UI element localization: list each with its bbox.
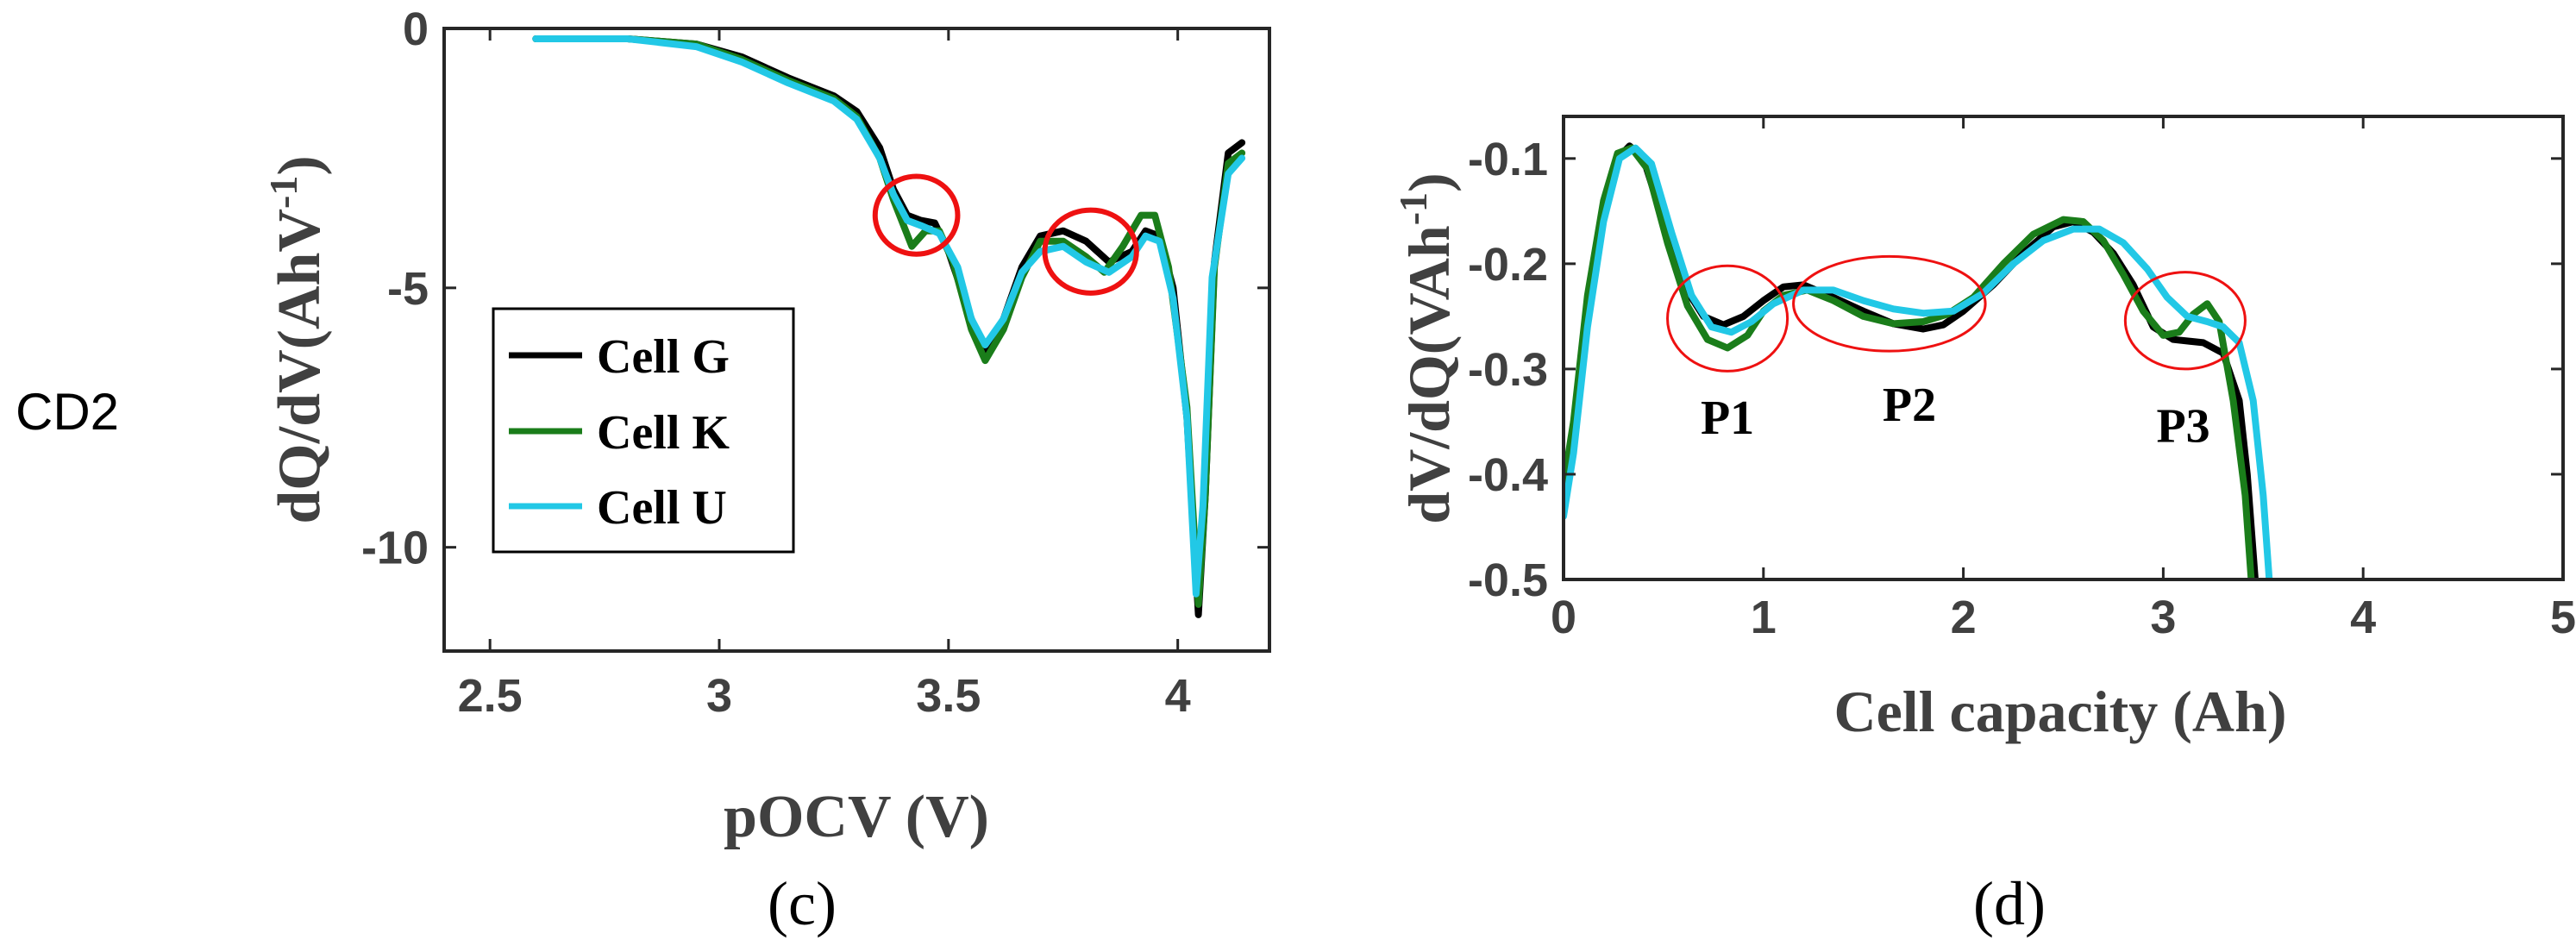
chart-d-annotations: P1 P2 P3 (1666, 254, 2247, 454)
chart-d-y-tick-label: -0.1 (1468, 134, 1548, 185)
chart-c-y-tick-label: -10 (361, 523, 429, 574)
chart-c-annotation-circle-2 (1042, 207, 1139, 296)
chart-c-y-axis-title-close: ) (266, 155, 333, 175)
chart-c-x-tick-label: 2.5 (458, 670, 523, 722)
chart-c-y-tick-label: 0 (403, 3, 429, 55)
chart-d-y-tick-label: -0.2 (1468, 239, 1548, 291)
row-label: CD2 (16, 383, 119, 441)
chart-d-ticks: 0 1 2 3 4 5 -0.1 -0.2 -0.3 -0.4 -0.5 (1468, 116, 2576, 643)
chart-c-y-tick-label: -5 (387, 263, 429, 315)
chart-panel-d: P1 P2 P3 0 1 2 3 4 5 -0.1 -0.2 -0.3 -0.4 -0.5 Cell c… (1391, 115, 2576, 938)
chart-c-y-axis-title: dQ/dV(AhV-1) (261, 155, 333, 523)
chart-c-x-axis-title: pOCV (V) (724, 784, 989, 850)
chart-c-legend: Cell G Cell K Cell U (492, 307, 795, 554)
chart-d-annotation-p3 (2123, 271, 2247, 371)
chart-d-plot-frame (1562, 115, 2565, 581)
chart-d-y-tick-label: -0.5 (1468, 554, 1548, 606)
chart-c-x-tick-label: 3 (706, 670, 732, 722)
chart-d-peak-label-p1: P1 (1701, 391, 1754, 445)
chart-c-plot-frame (442, 27, 1271, 653)
chart-c-annotation-circle-1 (872, 173, 961, 257)
panel-label-d: (d) (1973, 869, 2046, 938)
chart-d-x-tick-label: 4 (2350, 592, 2376, 643)
chart-d-x-tick-label: 5 (2550, 592, 2576, 643)
legend-label-cell-g: Cell G (597, 330, 730, 384)
chart-d-annotation-p2 (1792, 254, 1987, 353)
chart-c-series-cell-u (532, 35, 1246, 598)
chart-d-peak-label-p2: P2 (1883, 379, 1936, 432)
chart-d-y-axis-title-main: dV/dQ(VAh (1396, 225, 1462, 523)
chart-d-y-tick-label: -0.3 (1468, 344, 1548, 396)
chart-d-annotation-p1 (1666, 264, 1789, 373)
chart-c-annotations (872, 173, 1139, 296)
chart-d-x-axis-title: Cell capacity (Ah) (1833, 679, 2286, 744)
chart-c-axes (442, 27, 1271, 653)
chart-d-x-tick-label: 2 (1951, 592, 1977, 643)
chart-c-x-tick-label: 4 (1165, 670, 1191, 722)
chart-d-series-cell-k (1564, 144, 2255, 579)
chart-d-series-cell-u (1564, 144, 2273, 579)
chart-c-y-axis-title-sup: -1 (261, 176, 305, 209)
chart-d-x-tick-label: 1 (1751, 592, 1777, 643)
legend-label-cell-k: Cell K (597, 406, 730, 460)
chart-c-y-axis-title-main: dQ/dV(AhV (266, 209, 333, 524)
legend-label-cell-u: Cell U (597, 481, 727, 535)
chart-d-y-axis-title-sup: -1 (1391, 192, 1435, 225)
chart-c-x-tick-label: 3.5 (916, 670, 981, 722)
chart-d-y-tick-label: -0.4 (1468, 449, 1548, 501)
chart-d-axes (1562, 115, 2565, 581)
chart-d-series-group (1564, 142, 2273, 579)
chart-d-x-tick-label: 3 (2150, 592, 2176, 643)
panel-label-c: (c) (768, 869, 837, 938)
chart-d-y-axis-title: dV/dQ(VAh-1) (1391, 172, 1462, 523)
chart-c-ticks: 2.5 3 3.5 4 0 -5 -10 (361, 3, 1269, 722)
chart-c-series-group (532, 35, 1246, 618)
chart-panel-c: 2.5 3 3.5 4 0 -5 -10 pOCV (V) dQ/dV(AhV-1) Cel… (261, 3, 1271, 938)
chart-d-peak-label-p3: P3 (2156, 400, 2209, 454)
chart-d-y-axis-title-close: ) (1396, 172, 1462, 192)
chart-d-x-tick-label: 0 (1551, 592, 1576, 643)
